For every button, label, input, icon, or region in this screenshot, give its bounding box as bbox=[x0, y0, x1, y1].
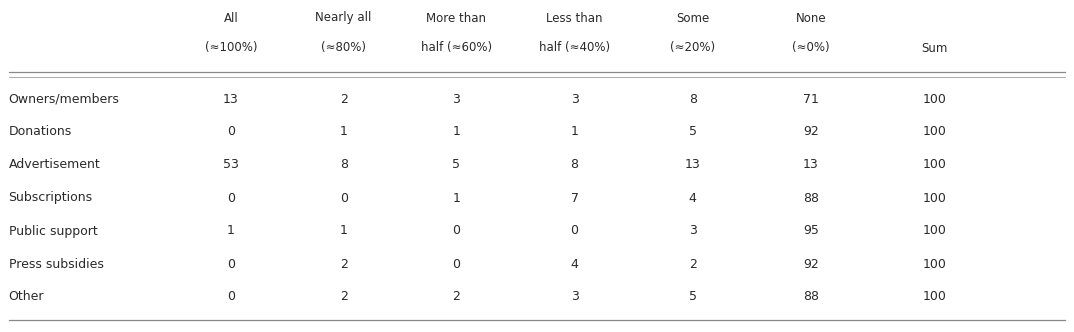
Text: 5: 5 bbox=[688, 290, 697, 303]
Text: None: None bbox=[796, 12, 826, 25]
Text: 100: 100 bbox=[923, 258, 946, 271]
Text: 100: 100 bbox=[923, 192, 946, 205]
Text: 2: 2 bbox=[339, 93, 348, 106]
Text: 100: 100 bbox=[923, 125, 946, 138]
Text: All: All bbox=[223, 12, 238, 25]
Text: 88: 88 bbox=[803, 192, 818, 205]
Text: 2: 2 bbox=[688, 258, 697, 271]
Text: 0: 0 bbox=[452, 224, 461, 237]
Text: 0: 0 bbox=[570, 224, 579, 237]
Text: Donations: Donations bbox=[9, 125, 72, 138]
Text: 8: 8 bbox=[570, 158, 579, 172]
Text: More than: More than bbox=[426, 12, 487, 25]
Text: 0: 0 bbox=[339, 192, 348, 205]
Text: Sum: Sum bbox=[921, 42, 947, 54]
Text: Owners/members: Owners/members bbox=[9, 93, 119, 106]
Text: Some: Some bbox=[677, 12, 709, 25]
Text: 3: 3 bbox=[570, 93, 579, 106]
Text: 1: 1 bbox=[452, 192, 461, 205]
Text: (≈100%): (≈100%) bbox=[205, 42, 257, 54]
Text: 100: 100 bbox=[923, 158, 946, 172]
Text: 71: 71 bbox=[803, 93, 818, 106]
Text: 92: 92 bbox=[803, 258, 818, 271]
Text: 2: 2 bbox=[339, 290, 348, 303]
Text: half (≈60%): half (≈60%) bbox=[421, 42, 492, 54]
Text: 3: 3 bbox=[452, 93, 461, 106]
Text: 0: 0 bbox=[227, 258, 235, 271]
Text: 3: 3 bbox=[688, 224, 697, 237]
Text: 100: 100 bbox=[923, 290, 946, 303]
Text: 0: 0 bbox=[227, 192, 235, 205]
Text: 1: 1 bbox=[452, 125, 461, 138]
Text: Public support: Public support bbox=[9, 224, 98, 237]
Text: Nearly all: Nearly all bbox=[316, 12, 372, 25]
Text: Other: Other bbox=[9, 290, 44, 303]
Text: half (≈40%): half (≈40%) bbox=[539, 42, 610, 54]
Text: Less than: Less than bbox=[547, 12, 603, 25]
Text: 13: 13 bbox=[223, 93, 238, 106]
Text: 4: 4 bbox=[570, 258, 579, 271]
Text: 1: 1 bbox=[339, 125, 348, 138]
Text: 0: 0 bbox=[452, 258, 461, 271]
Text: 8: 8 bbox=[339, 158, 348, 172]
Text: 3: 3 bbox=[570, 290, 579, 303]
Text: Advertisement: Advertisement bbox=[9, 158, 100, 172]
Text: 0: 0 bbox=[227, 125, 235, 138]
Text: 92: 92 bbox=[803, 125, 818, 138]
Text: 53: 53 bbox=[223, 158, 238, 172]
Text: 2: 2 bbox=[339, 258, 348, 271]
Text: 1: 1 bbox=[227, 224, 235, 237]
Text: 95: 95 bbox=[803, 224, 818, 237]
Text: (≈0%): (≈0%) bbox=[792, 42, 830, 54]
Text: 100: 100 bbox=[923, 224, 946, 237]
Text: 88: 88 bbox=[803, 290, 818, 303]
Text: 2: 2 bbox=[452, 290, 461, 303]
Text: 8: 8 bbox=[688, 93, 697, 106]
Text: 13: 13 bbox=[685, 158, 700, 172]
Text: 0: 0 bbox=[227, 290, 235, 303]
Text: 1: 1 bbox=[339, 224, 348, 237]
Text: Subscriptions: Subscriptions bbox=[9, 192, 92, 205]
Text: 13: 13 bbox=[803, 158, 818, 172]
Text: 5: 5 bbox=[452, 158, 461, 172]
Text: 5: 5 bbox=[688, 125, 697, 138]
Text: (≈20%): (≈20%) bbox=[670, 42, 715, 54]
Text: 100: 100 bbox=[923, 93, 946, 106]
Text: Press subsidies: Press subsidies bbox=[9, 258, 103, 271]
Text: 4: 4 bbox=[688, 192, 697, 205]
Text: 1: 1 bbox=[570, 125, 579, 138]
Text: (≈80%): (≈80%) bbox=[321, 42, 366, 54]
Text: 7: 7 bbox=[570, 192, 579, 205]
